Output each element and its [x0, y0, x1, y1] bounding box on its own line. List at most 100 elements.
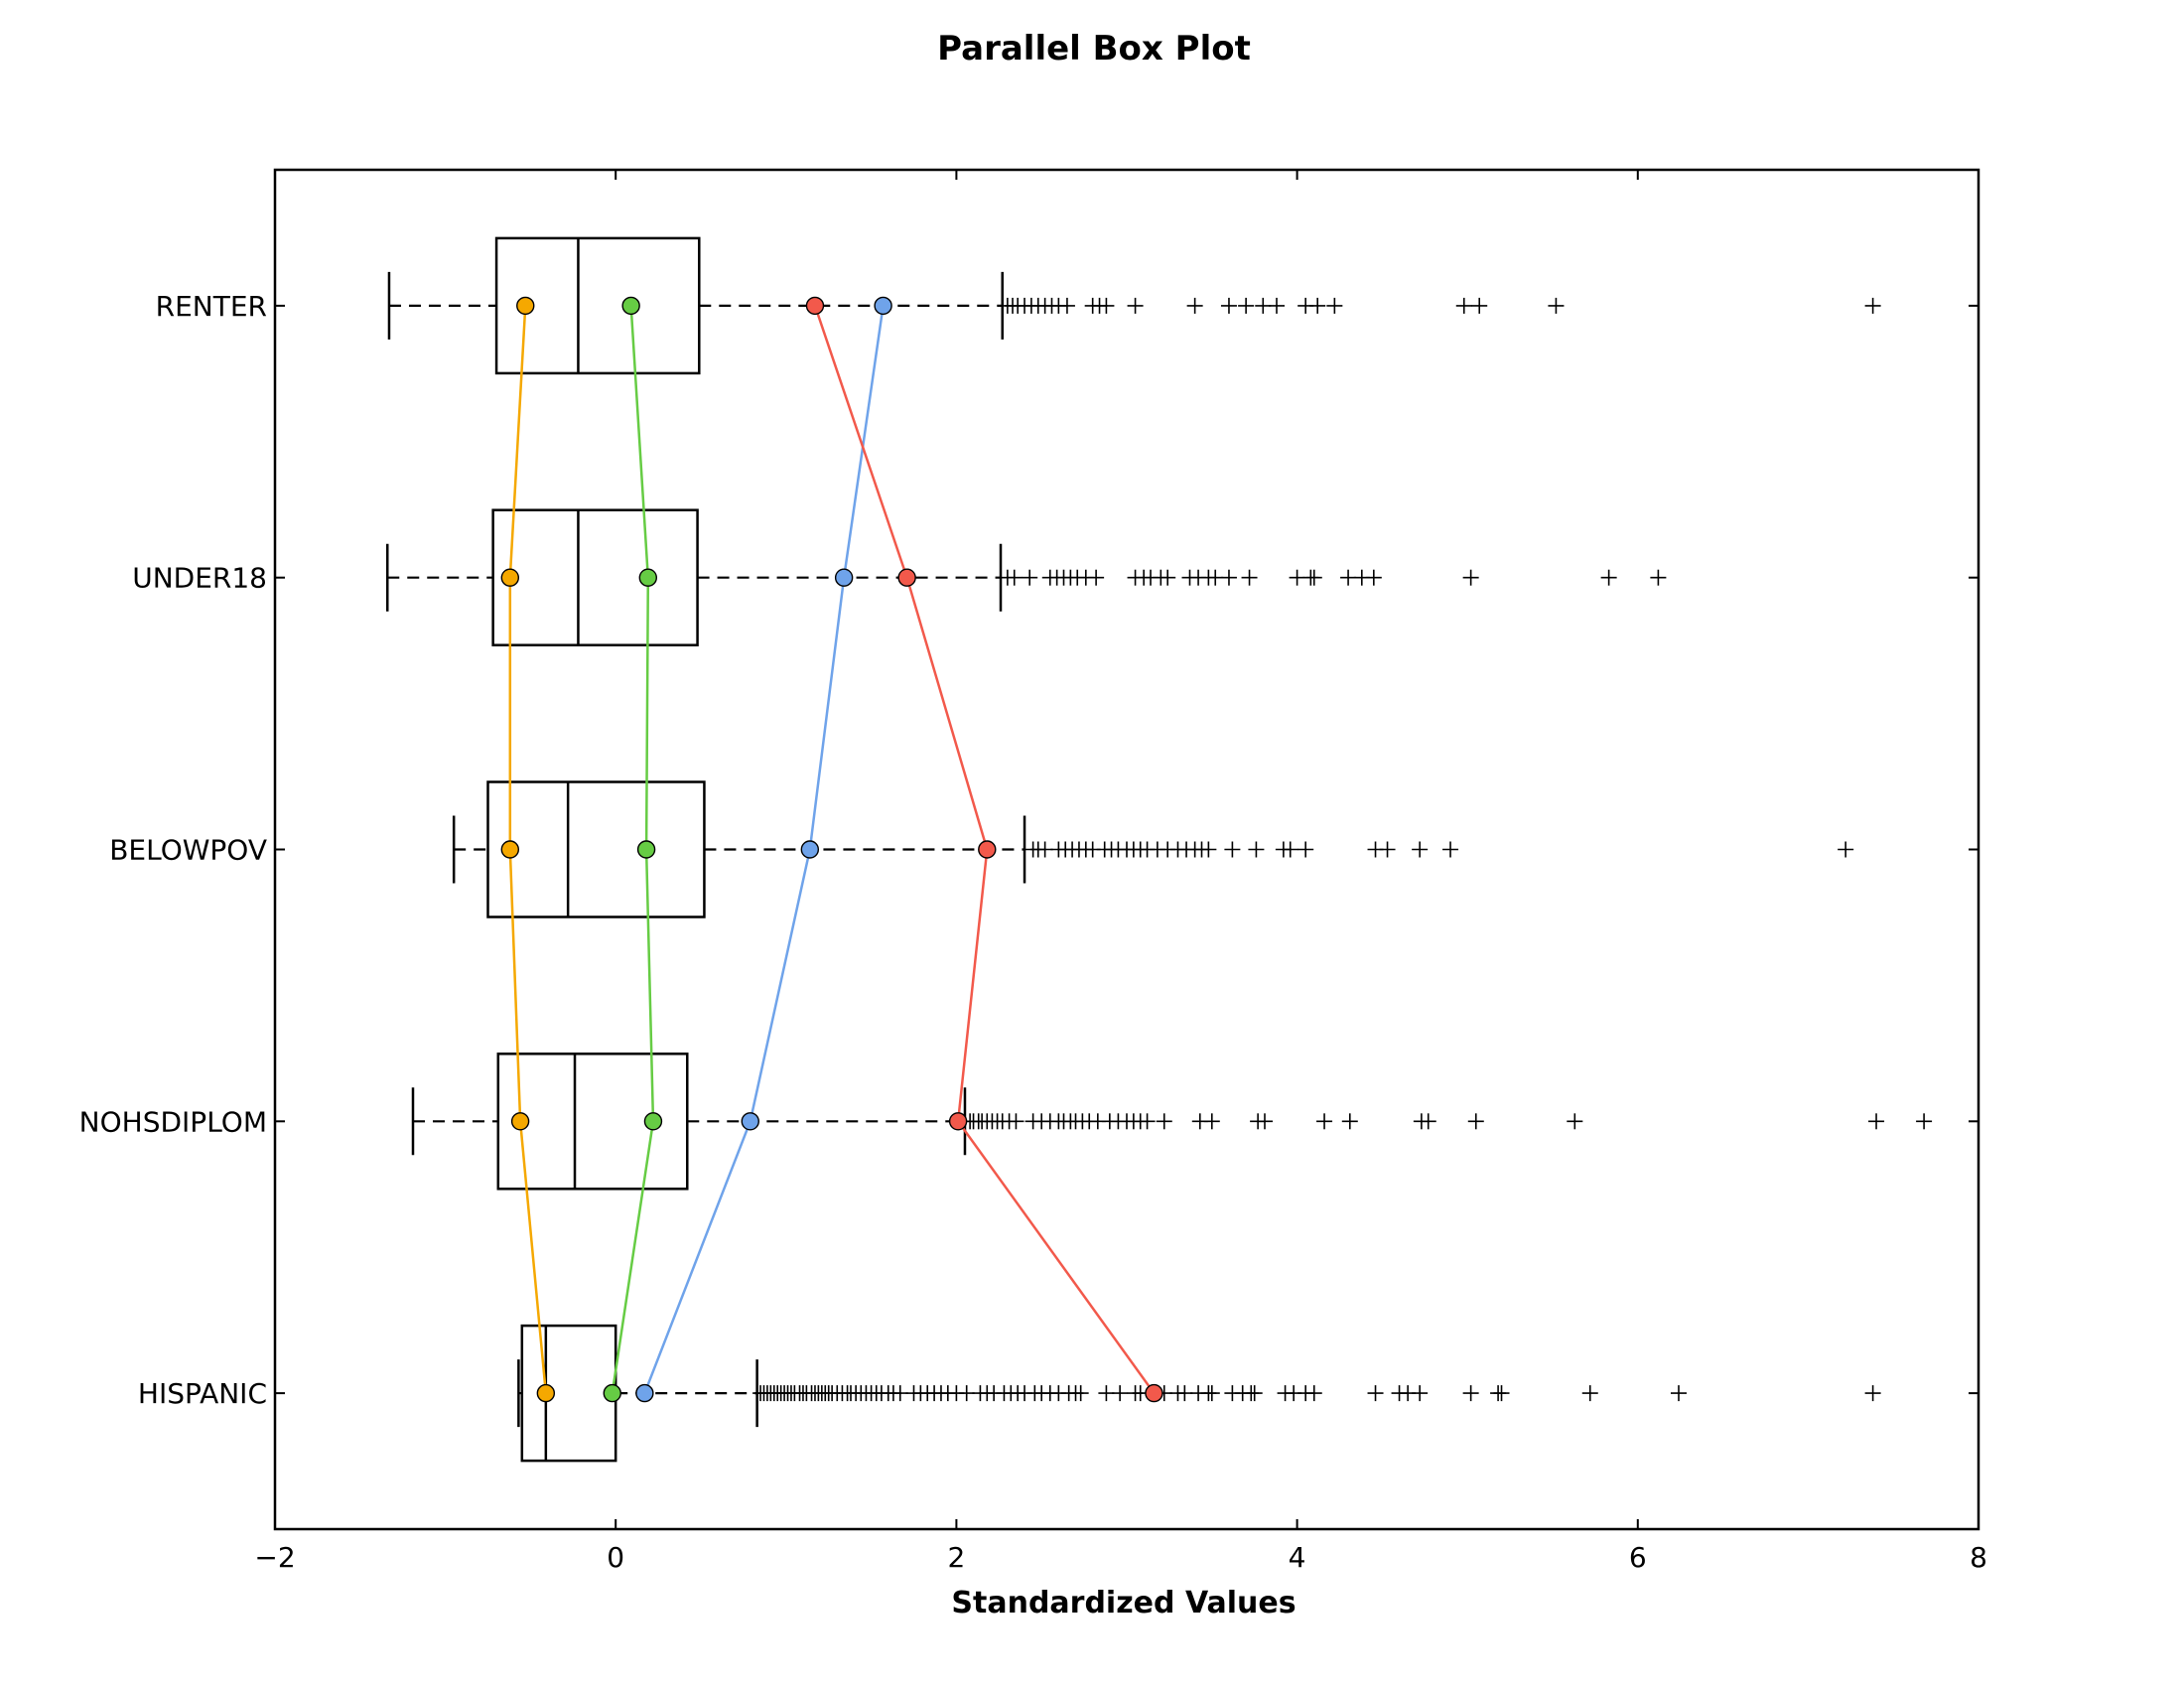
- outlier-marker: [1420, 1113, 1436, 1130]
- y-tick-label: NOHSDIPLOM: [79, 1105, 267, 1138]
- outlier-marker: [1282, 841, 1298, 858]
- outlier-marker: [1367, 1385, 1384, 1402]
- outlier-marker: [1670, 1385, 1687, 1402]
- box-nohsdiplom: [411, 1053, 1933, 1191]
- series-point-2: [603, 1383, 621, 1403]
- outlier-marker: [1341, 1113, 1358, 1130]
- x-tick-label: −2: [254, 1541, 295, 1574]
- outlier-marker: [1098, 1385, 1115, 1402]
- outlier-marker: [1838, 841, 1854, 858]
- series-point-4: [978, 840, 997, 859]
- box-iqr: [486, 780, 706, 918]
- outlier-marker: [1203, 1385, 1220, 1402]
- outlier-marker: [1412, 1385, 1429, 1402]
- series-point-1: [510, 1112, 530, 1131]
- series-point-3: [834, 568, 854, 587]
- outlier-marker: [1112, 1385, 1129, 1402]
- series-point-3: [874, 296, 892, 316]
- outlier-marker: [1289, 569, 1305, 586]
- outlier-marker: [1224, 841, 1241, 858]
- x-axis-label: Standardized Values: [951, 1586, 1296, 1620]
- outlier-marker: [1160, 569, 1176, 586]
- box-iqr: [494, 236, 701, 375]
- outlier-marker: [1207, 569, 1224, 586]
- plot-frame: [273, 168, 1980, 1531]
- outlier-marker: [1442, 841, 1459, 858]
- outlier-marker: [1186, 297, 1203, 314]
- series-point-3: [635, 1383, 654, 1403]
- plot-area: [274, 170, 1979, 1529]
- outlier-marker: [1127, 297, 1144, 314]
- outlier-marker: [1255, 297, 1272, 314]
- outlier-marker: [1220, 297, 1237, 314]
- box-belowpov: [452, 780, 1854, 918]
- outlier-marker: [1305, 1385, 1322, 1402]
- outlier-marker: [1203, 1113, 1220, 1130]
- outlier-marker: [1379, 841, 1396, 858]
- x-tick-label: 2: [947, 1541, 965, 1574]
- outlier-marker: [1072, 1385, 1089, 1402]
- y-tick-label: RENTER: [156, 290, 267, 323]
- box-under18: [386, 508, 1667, 646]
- series-point-4: [948, 1112, 968, 1131]
- outlier-marker: [1650, 569, 1667, 586]
- outlier-marker: [1248, 841, 1265, 858]
- outlier-marker: [1462, 1385, 1479, 1402]
- series-point-4: [897, 568, 916, 587]
- outlier-marker: [1098, 297, 1115, 314]
- outlier-marker: [1581, 1385, 1598, 1402]
- outlier-marker: [1864, 297, 1881, 314]
- outlier-marker: [1412, 841, 1429, 858]
- series-point-4: [1145, 1383, 1163, 1403]
- x-tick-label: 0: [607, 1541, 624, 1574]
- outlier-marker: [1309, 297, 1326, 314]
- x-tick-label: 6: [1629, 1541, 1647, 1574]
- outlier-marker: [1493, 1385, 1510, 1402]
- outlier-marker: [958, 1385, 975, 1402]
- outlier-marker: [1088, 569, 1105, 586]
- outlier-marker: [1864, 1385, 1881, 1402]
- outlier-marker: [1868, 1113, 1885, 1130]
- outlier-marker: [1269, 297, 1286, 314]
- outlier-marker: [1467, 1113, 1484, 1130]
- series-point-1: [536, 1383, 556, 1403]
- box-iqr: [520, 1324, 617, 1463]
- series-point-2: [638, 568, 658, 587]
- outlier-marker: [1238, 297, 1255, 314]
- outlier-marker: [1022, 569, 1038, 586]
- outlier-marker: [1471, 297, 1488, 314]
- outlier-marker: [1316, 1113, 1333, 1130]
- y-tick-label: UNDER18: [132, 562, 267, 595]
- outlier-marker: [1340, 569, 1357, 586]
- outlier-marker: [1058, 297, 1075, 314]
- series-point-1: [516, 296, 535, 316]
- outlier-marker: [1567, 1113, 1583, 1130]
- y-tick-label: BELOWPOV: [109, 834, 267, 867]
- outlier-marker: [1916, 1113, 1933, 1130]
- series-point-1: [500, 568, 520, 587]
- outlier-marker: [1176, 1385, 1193, 1402]
- outlier-marker: [1455, 297, 1472, 314]
- series-point-3: [741, 1112, 759, 1131]
- series-point-2: [636, 840, 656, 859]
- outlier-marker: [1241, 569, 1258, 586]
- outlier-marker: [1326, 297, 1343, 314]
- box-iqr: [496, 1053, 689, 1191]
- outlier-marker: [1600, 569, 1617, 586]
- outlier-marker: [1246, 1385, 1263, 1402]
- outlier-marker: [1156, 1113, 1172, 1130]
- y-tick-label: HISPANIC: [138, 1377, 267, 1410]
- outlier-marker: [1008, 1113, 1024, 1130]
- outlier-marker: [1548, 297, 1565, 314]
- box-iqr: [491, 508, 699, 646]
- series-point-1: [500, 840, 520, 859]
- outlier-marker: [1365, 569, 1382, 586]
- outlier-marker: [1006, 569, 1023, 586]
- box-hispanic: [517, 1324, 1881, 1463]
- chart-title: Parallel Box Plot: [937, 29, 1251, 69]
- outlier-marker: [1256, 1113, 1273, 1130]
- outlier-marker: [1200, 841, 1217, 858]
- x-tick-label: 8: [1970, 1541, 1987, 1574]
- outlier-marker: [1036, 841, 1053, 858]
